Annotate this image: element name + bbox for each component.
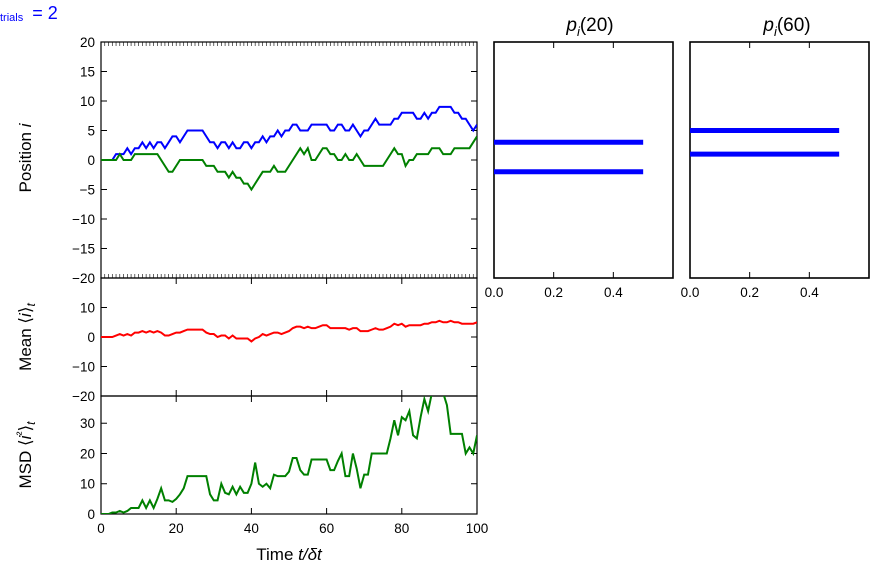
mean-frame: [100, 277, 478, 397]
pi60-xtick-label: 0.2: [740, 285, 759, 300]
mean-ylabel: Mean ⟨i⟩t: [16, 303, 38, 371]
pi20-frame: [493, 41, 674, 279]
msd-xtick-label: 0: [97, 521, 105, 536]
distribution-panel-t60: 0.0 0.2 0.4: [681, 41, 870, 300]
msd-xtick-label: 100: [466, 521, 489, 536]
msd-ytick-label: 20: [80, 446, 95, 461]
pi20-xtick-label: 0.2: [544, 285, 563, 300]
position-ytick-label: 0: [87, 153, 95, 168]
position-frame: [100, 41, 478, 279]
position-ytick-label: 10: [80, 94, 95, 109]
msd-frame: [100, 395, 478, 515]
mean-ytick-label: 0: [87, 330, 95, 345]
pi60-title: pi(60): [762, 15, 810, 39]
pi60-xtick-label: 0.0: [681, 285, 700, 300]
mean-series-0: [101, 319, 477, 343]
msd-series-0: [101, 396, 477, 514]
mean-ytick-label: −10: [72, 360, 95, 375]
position-ytick-label: 5: [87, 124, 95, 139]
position-series-0: [101, 105, 477, 161]
msd-ytick-label: 30: [80, 416, 95, 431]
msd-ytick-label: 0: [87, 507, 95, 522]
msd-xtick-label: 60: [319, 521, 334, 536]
msd-xtick-label: 20: [169, 521, 184, 536]
mean-panel: 10 0 −10 −20: [72, 277, 478, 404]
pi20-title: pi(20): [565, 15, 613, 39]
position-ytick-label: −5: [80, 183, 95, 198]
mean-ytick-label: −20: [72, 389, 95, 404]
msd-xtick-label: 80: [394, 521, 409, 536]
position-ytick-label: 15: [80, 65, 95, 80]
mean-ytick-label: 10: [80, 301, 95, 316]
position-panel: 20 15 10 5 0 −5 −10 −15 −20: [72, 35, 478, 286]
position-ylabel: Position i: [16, 122, 35, 192]
trials-label: trials = 2: [0, 3, 58, 25]
position-ytick-label: 20: [80, 35, 95, 50]
position-series-1: [101, 135, 477, 192]
position-ytick-label: −10: [72, 212, 95, 227]
trials-value: = 2: [32, 3, 58, 23]
trials-subscript: trials: [0, 12, 24, 24]
pi60-xtick-label: 0.4: [800, 285, 819, 300]
msd-xtick-label: 40: [244, 521, 259, 536]
time-xlabel: Time t/δt: [256, 545, 323, 564]
distribution-panel-t20: 0.0 0.2 0.4: [485, 41, 674, 300]
position-ytick-label: −20: [72, 271, 95, 286]
msd-ytick-label: 10: [80, 477, 95, 492]
pi60-frame: [689, 41, 870, 279]
pi20-xtick-label: 0.0: [485, 285, 504, 300]
position-ytick-label: −15: [72, 242, 95, 257]
pi20-xtick-label: 0.4: [604, 285, 623, 300]
msd-ylabel: MSD ⟨i²⟩t: [14, 421, 38, 489]
